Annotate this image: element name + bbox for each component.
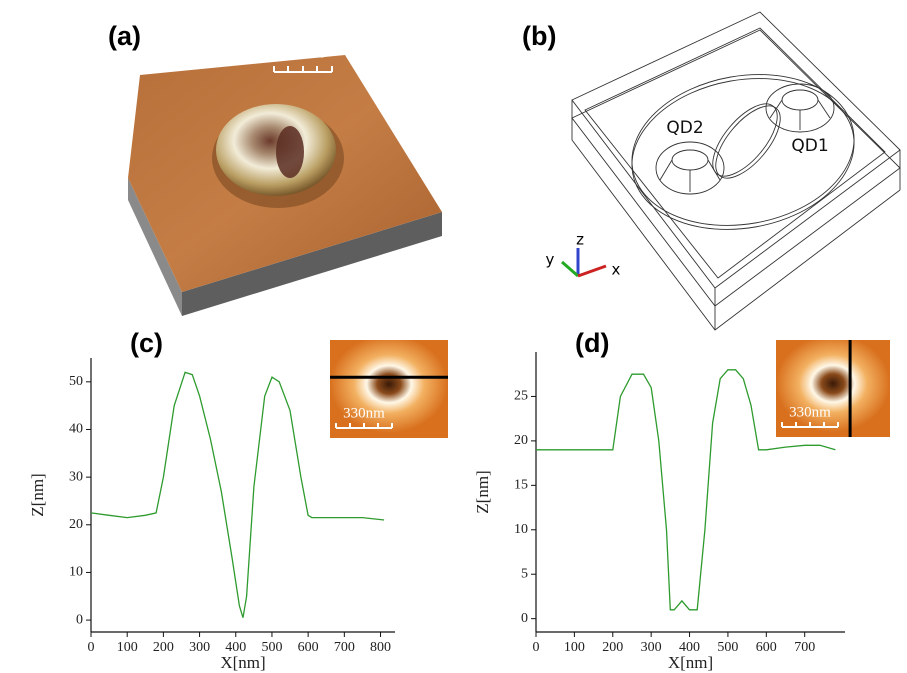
x-tick-label: 800 — [370, 640, 391, 655]
axis-letter: x — [612, 261, 621, 279]
x-tick-label: 200 — [153, 640, 174, 655]
y-tick-label: 25 — [514, 389, 528, 404]
axis-letter: y — [546, 251, 555, 269]
panel-label: (d) — [575, 328, 609, 358]
y-tick-label: 0 — [521, 611, 528, 626]
y-axis-label: Z[nm] — [28, 473, 47, 516]
device-label: QD2 — [666, 118, 703, 138]
y-tick-label: 0 — [76, 612, 83, 627]
x-tick-label: 600 — [756, 640, 777, 655]
axis-triad — [562, 248, 606, 276]
figure: (a) 160nm (b) QD2 QD1 z y x (c) 0 10 — [0, 0, 907, 673]
x-axis-label: X[nm] — [220, 653, 265, 672]
panel-label: (c) — [130, 328, 163, 358]
y-axis-label: Z[nm] — [473, 470, 492, 513]
inset-scale-label: 330nm — [789, 404, 831, 420]
y-tick-label: 20 — [514, 433, 528, 448]
x-tick-label: 0 — [533, 640, 540, 655]
x-tick-label: 200 — [602, 640, 623, 655]
x-tick-label: 500 — [717, 640, 738, 655]
y-tick-label: 20 — [69, 517, 83, 532]
x-tick-label: 100 — [564, 640, 585, 655]
y-tick-label: 5 — [521, 566, 528, 581]
x-tick-label: 0 — [88, 640, 95, 655]
x-tick-label: 700 — [334, 640, 355, 655]
scale-label: 160nm — [282, 45, 324, 61]
y-tick-label: 50 — [69, 374, 83, 389]
x-tick-label: 600 — [298, 640, 319, 655]
x-axis-label: X[nm] — [668, 653, 713, 672]
device-label: QD1 — [791, 136, 828, 156]
inset-scale-label: 330nm — [343, 405, 385, 421]
device-wireframe — [572, 12, 900, 330]
panel-label: (b) — [522, 21, 556, 51]
afm-block — [128, 55, 442, 316]
y-tick-label: 30 — [69, 469, 83, 484]
panel-label: (a) — [108, 21, 141, 51]
afm-inset — [330, 340, 448, 438]
y-tick-label: 10 — [69, 565, 83, 580]
x-tick-label: 100 — [117, 640, 138, 655]
x-tick-label: 700 — [794, 640, 815, 655]
y-tick-label: 40 — [69, 422, 83, 437]
y-tick-label: 15 — [514, 478, 528, 493]
axis-letter: z — [576, 231, 584, 249]
afm-inset — [776, 340, 890, 437]
x-tick-label: 300 — [641, 640, 662, 655]
x-tick-label: 300 — [189, 640, 210, 655]
y-tick-label: 10 — [514, 522, 528, 537]
